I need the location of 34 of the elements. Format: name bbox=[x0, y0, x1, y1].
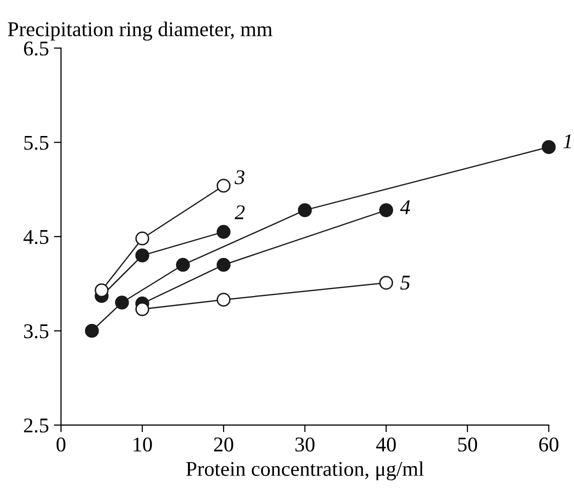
x-tick-label: 50 bbox=[458, 437, 478, 452]
point bbox=[176, 258, 190, 272]
series-label: 1 bbox=[563, 134, 571, 148]
x-tick-label: 10 bbox=[134, 437, 152, 452]
point bbox=[115, 296, 129, 310]
point bbox=[216, 292, 231, 307]
x-tick-label: 30 bbox=[295, 437, 314, 452]
x-tick-label: 20 bbox=[214, 437, 234, 452]
y-tick-label: 5.5 bbox=[24, 136, 48, 150]
x-tick-label: 40 bbox=[376, 437, 396, 452]
series-label: 4 bbox=[400, 200, 410, 214]
y-tick-label: 2.5 bbox=[24, 418, 48, 433]
x-tick-label: 0 bbox=[56, 437, 66, 452]
point bbox=[94, 283, 109, 298]
series-label: 5 bbox=[400, 276, 410, 290]
x-axis-title: Protein concentration, μg/ml bbox=[186, 461, 424, 480]
y-tick-label: 6.5 bbox=[24, 42, 48, 56]
series-label: 2 bbox=[234, 205, 245, 220]
point bbox=[84, 324, 99, 338]
point bbox=[216, 258, 231, 272]
series-label: 3 bbox=[234, 170, 244, 184]
point bbox=[135, 248, 150, 262]
point bbox=[542, 140, 556, 154]
y-tick-label: 3.5 bbox=[24, 324, 48, 338]
point bbox=[135, 302, 150, 316]
point bbox=[379, 203, 394, 218]
point bbox=[216, 178, 231, 193]
y-tick-label: 4.5 bbox=[24, 230, 48, 244]
point bbox=[379, 276, 394, 290]
point bbox=[135, 232, 150, 246]
y-axis-title: Precipitation ring diameter, mm bbox=[8, 22, 272, 41]
point bbox=[298, 203, 312, 218]
x-tick-label: 60 bbox=[539, 437, 558, 452]
point bbox=[216, 224, 231, 239]
